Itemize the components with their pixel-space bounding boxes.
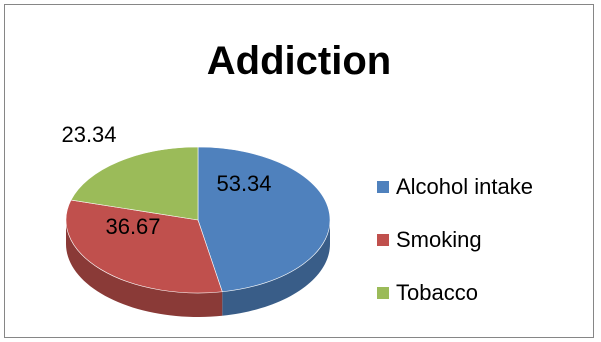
data-label-0: 53.34 [216,171,271,196]
legend-item-alcohol: Alcohol intake [377,160,533,213]
legend-swatch-tobacco [377,286,389,299]
legend-swatch-smoking [377,233,389,246]
legend-item-smoking: Smoking [377,213,533,266]
legend: Alcohol intake Smoking Tobacco [377,160,533,319]
chart-title: Addiction [206,39,392,83]
pie-slice-alcohol-intake [197,146,331,293]
pie-slice-tobacco [70,146,199,221]
data-label-1: 36.67 [105,214,160,239]
data-label-2: 23.34 [61,122,116,147]
legend-label: Tobacco [396,279,478,305]
legend-label: Alcohol intake [396,173,533,199]
legend-label: Smoking [396,226,482,252]
pie-slice-smoking [65,199,223,294]
legend-item-tobacco: Tobacco [377,266,533,319]
pie-side-0 [222,220,330,316]
legend-swatch-alcohol [377,180,389,193]
